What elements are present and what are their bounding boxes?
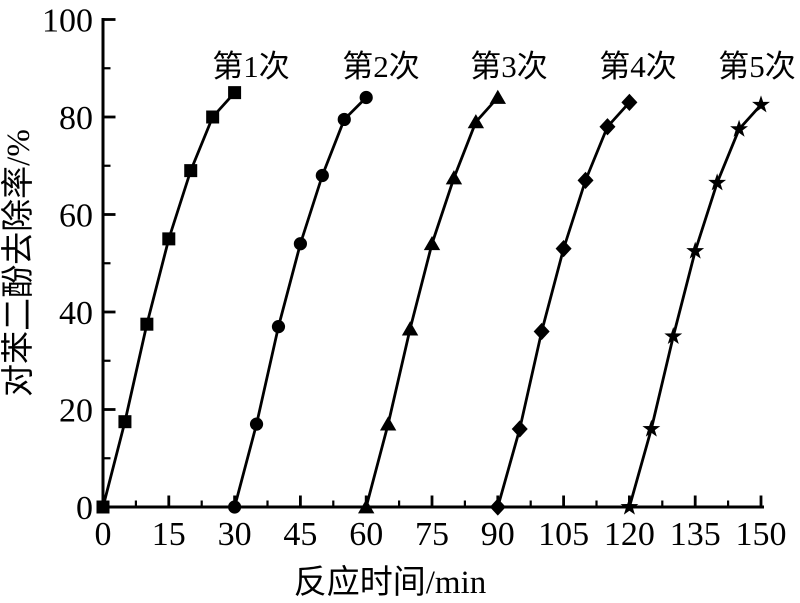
x-tick-label: 105	[538, 516, 589, 553]
y-tick-label: 20	[59, 393, 93, 430]
series-cycle-3	[358, 89, 506, 514]
plot-area: 0 20 40 60 80 100 0 15 30 45 60 75 90 105 120 135 150	[42, 3, 787, 554]
y-tick-label: 100	[42, 3, 93, 40]
axis-titles: 反应时间/min 对苯二酚去除率/%	[0, 129, 486, 601]
series-cycle-5	[620, 95, 770, 515]
y-tick-label: 80	[59, 100, 93, 137]
x-tick-label: 0	[95, 516, 112, 553]
series-cycle-4	[489, 93, 638, 516]
series-label-cycle-1: 第1次	[212, 49, 290, 84]
x-axis-title: 反应时间/min	[294, 564, 487, 601]
y-tick-label: 60	[59, 198, 93, 235]
x-tick-label: 90	[481, 516, 515, 553]
series-label-cycle-4: 第4次	[599, 49, 677, 84]
series-labels: 第1次 第2次 第3次 第4次 第5次	[212, 49, 796, 84]
x-tick-label: 15	[152, 516, 186, 553]
x-tick-label: 75	[415, 516, 449, 553]
x-tick-label: 120	[604, 516, 655, 553]
y-tick-label: 0	[76, 490, 93, 527]
series-cycle-1	[96, 86, 242, 514]
x-tick-label: 30	[218, 516, 252, 553]
x-axis-ticks: 0 15 30 45 60 75 90 105 120 135 150	[95, 495, 787, 553]
y-tick-label: 40	[59, 295, 93, 332]
y-axis-title: 对苯二酚去除率/%	[0, 129, 37, 397]
series-label-cycle-3: 第3次	[470, 49, 548, 84]
x-tick-label: 60	[349, 516, 383, 553]
series-cycle-2	[228, 90, 373, 514]
y-axis-ticks: 0 20 40 60 80 100	[42, 3, 116, 527]
series-label-cycle-2: 第2次	[342, 49, 420, 84]
x-tick-label: 150	[736, 516, 787, 553]
series-label-cycle-5: 第5次	[718, 49, 796, 84]
x-tick-label: 135	[670, 516, 721, 553]
x-tick-label: 45	[283, 516, 317, 553]
axes	[101, 18, 764, 509]
